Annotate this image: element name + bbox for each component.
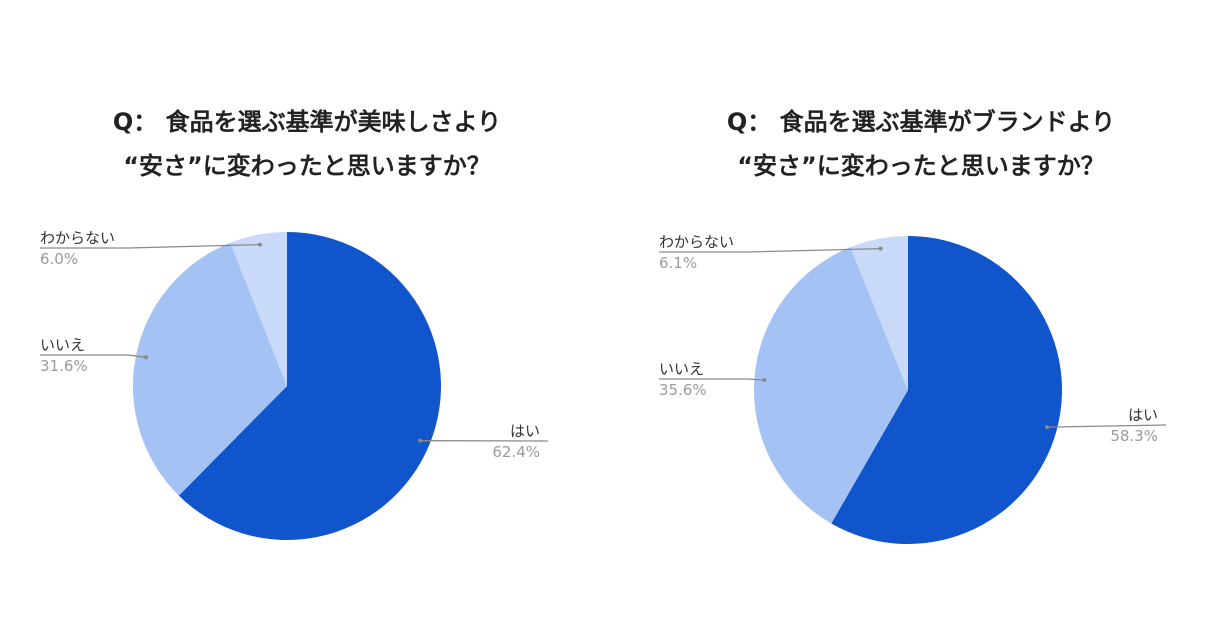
slice-value-label: 62.4% bbox=[492, 443, 540, 461]
slice-value-label: 6.0% bbox=[40, 250, 78, 268]
pie-slice bbox=[753, 247, 908, 524]
leader-dot bbox=[418, 438, 423, 443]
slice-value-label: 6.1% bbox=[659, 254, 697, 272]
title-line-2: “安さ”に変わったと思いますか？ bbox=[123, 152, 491, 180]
chart-right: Q： 食品を選ぶ基準がブランドより “安さ”に変わったと思いますか？ はい 58.… bbox=[614, 0, 1228, 643]
slice-value-label: 35.6% bbox=[659, 381, 707, 399]
pie-slice bbox=[132, 242, 287, 496]
pie-slice bbox=[831, 236, 1062, 544]
slice-label: いいえ bbox=[659, 360, 704, 378]
slice-label: はい bbox=[510, 422, 540, 440]
pie-slice bbox=[850, 236, 908, 390]
slice-value-label: 58.3% bbox=[1110, 427, 1158, 445]
leader-dot bbox=[762, 378, 767, 383]
chart-title: Q： 食品を選ぶ基準がブランドより “安さ”に変わったと思いますか？ bbox=[614, 100, 1228, 188]
leader-line bbox=[659, 378, 765, 381]
leader-line bbox=[40, 243, 261, 249]
slice-label: はい bbox=[1128, 406, 1158, 424]
slice-value-label: 31.6% bbox=[40, 357, 88, 375]
leader-dot bbox=[258, 242, 262, 247]
leader-line bbox=[1047, 424, 1167, 428]
slice-label: いいえ bbox=[40, 336, 85, 354]
title-line-1: Q： 食品を選ぶ基準がブランドより bbox=[726, 108, 1116, 136]
pie-slice bbox=[230, 231, 287, 386]
title-line-2: “安さ”に変わったと思いますか？ bbox=[737, 152, 1105, 180]
leader-line bbox=[40, 354, 146, 358]
slice-label: わからない bbox=[659, 233, 734, 251]
pie-chart: はい 62.4% いいえ 31.6% わからない 6.0% bbox=[40, 229, 549, 540]
chart-left: Q： 食品を選ぶ基準が美味しさより “安さ”に変わったと思いますか？ はい 62.… bbox=[0, 100, 614, 540]
leader-dot bbox=[143, 355, 148, 360]
slice-label: わからない bbox=[40, 229, 115, 247]
chart-title: Q： 食品を選ぶ基準が美味しさより “安さ”に変わったと思いますか？ bbox=[0, 100, 614, 188]
leader-line bbox=[659, 247, 881, 253]
leader-dot bbox=[878, 246, 883, 251]
title-line-1: Q： 食品を選ぶ基準が美味しさより bbox=[112, 108, 502, 136]
pie-chart: はい 58.3% いいえ 35.6% わからない 6.1% bbox=[659, 233, 1167, 544]
leader-dot bbox=[1045, 425, 1050, 430]
pie-slice bbox=[178, 232, 441, 540]
